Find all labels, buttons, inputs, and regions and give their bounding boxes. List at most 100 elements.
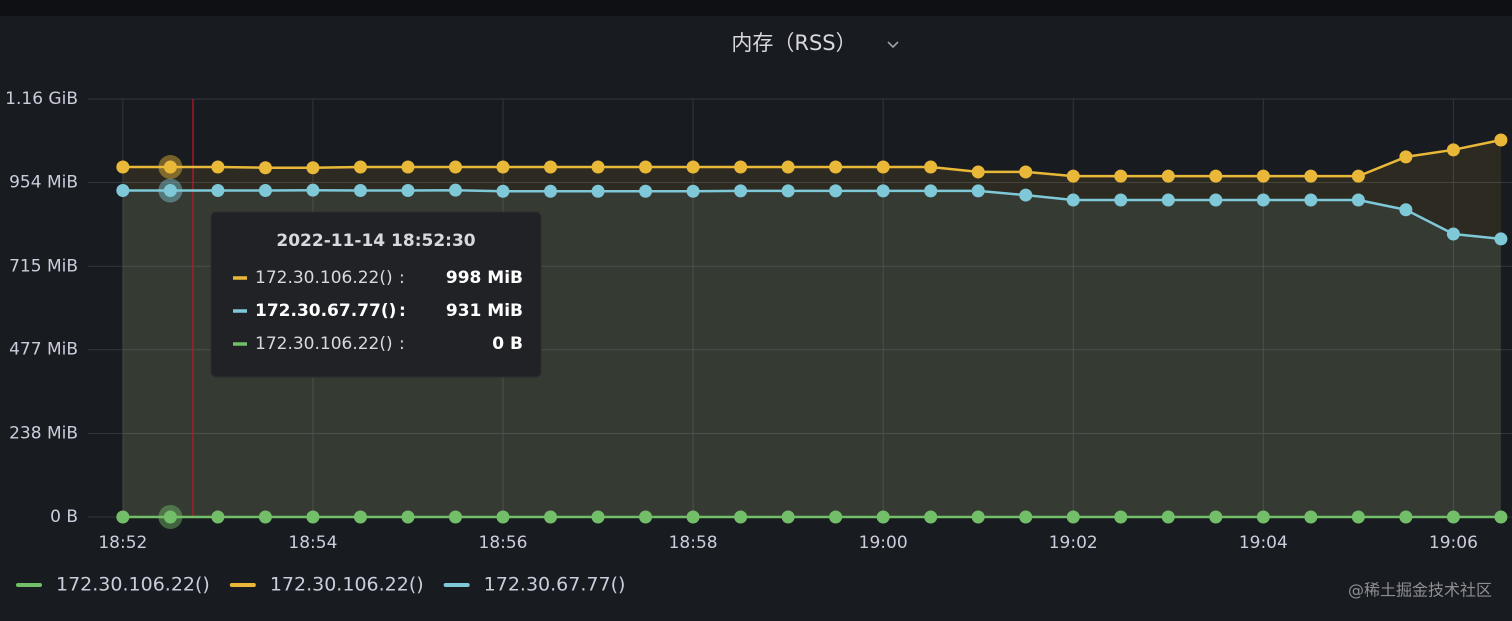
tooltip-series: 172.30.67.77() — [255, 301, 396, 321]
y-tick-label: 238 MiB — [9, 424, 78, 444]
series-line — [122, 138, 1502, 178]
point — [924, 510, 938, 524]
point — [1209, 169, 1223, 183]
point — [829, 160, 843, 174]
legend-label[interactable]: 172.30.67.77() — [484, 574, 626, 596]
point — [1019, 165, 1033, 179]
point — [1114, 193, 1128, 207]
tooltip-colon: : — [399, 268, 405, 288]
y-tick-label: 477 MiB — [9, 340, 78, 360]
point — [734, 510, 748, 524]
tooltip-value: 998 MiB — [446, 268, 523, 288]
tooltip-title: 2022-11-14 18:52:30 — [276, 231, 475, 251]
point — [1399, 150, 1413, 164]
point — [448, 183, 462, 197]
point — [544, 510, 558, 524]
point — [591, 184, 605, 198]
point — [1019, 510, 1033, 524]
point — [163, 510, 177, 524]
tooltip: 2022-11-14 18:52:30 172.30.106.22(): 998 … — [210, 211, 542, 378]
point — [924, 184, 938, 198]
legend-label[interactable]: 172.30.106.22() — [270, 574, 424, 596]
point — [258, 161, 272, 175]
point — [258, 184, 272, 198]
y-tick-label: 715 MiB — [9, 256, 78, 276]
y-tick-label: 0 B — [50, 507, 78, 527]
point — [496, 160, 510, 174]
point — [163, 184, 177, 198]
legend: 172.30.106.22() 172.30.106.22() 172.30.67.… — [16, 574, 626, 596]
point — [448, 160, 462, 174]
point — [496, 510, 510, 524]
point — [1351, 193, 1365, 207]
point — [306, 161, 320, 175]
x-tick-label: 18:52 — [98, 533, 147, 553]
point — [1019, 188, 1033, 202]
point — [1304, 169, 1318, 183]
watermark: @稀土掘金技术社区 — [1348, 581, 1492, 600]
point — [1066, 169, 1080, 183]
point — [1399, 510, 1413, 524]
y-tick-label: 954 MiB — [9, 172, 78, 192]
point — [1161, 510, 1175, 524]
point — [211, 184, 225, 198]
x-tick-label: 19:06 — [1429, 533, 1478, 553]
point — [639, 184, 653, 198]
point — [781, 184, 795, 198]
point — [353, 510, 367, 524]
point — [306, 183, 320, 197]
point — [1304, 193, 1318, 207]
x-tick-label: 19:00 — [859, 533, 908, 553]
x-tick-label: 18:58 — [669, 533, 718, 553]
point — [1256, 510, 1270, 524]
top-bar — [0, 0, 1512, 16]
x-tick-label: 19:04 — [1239, 533, 1288, 553]
point — [116, 184, 130, 198]
point — [1351, 169, 1365, 183]
point — [971, 165, 985, 179]
legend-label[interactable]: 172.30.106.22() — [56, 574, 210, 596]
point — [401, 184, 415, 198]
point — [116, 510, 130, 524]
point — [1209, 193, 1223, 207]
point — [401, 160, 415, 174]
point — [1446, 510, 1460, 524]
point — [1066, 510, 1080, 524]
point — [971, 184, 985, 198]
point — [1494, 510, 1508, 524]
tooltip-colon: : — [399, 334, 405, 354]
point — [591, 160, 605, 174]
tooltip-colon: : — [399, 301, 406, 321]
point — [1304, 510, 1318, 524]
point — [353, 160, 367, 174]
point — [448, 510, 462, 524]
point — [353, 184, 367, 198]
point — [306, 510, 320, 524]
x-tick-label: 18:54 — [288, 533, 337, 553]
tooltip-bg — [210, 211, 542, 378]
point — [211, 510, 225, 524]
point — [971, 510, 985, 524]
point — [1256, 169, 1270, 183]
panel-title[interactable]: 内存（RSS） — [731, 31, 856, 55]
point — [1209, 510, 1223, 524]
point — [781, 160, 795, 174]
x-tick-label: 19:02 — [1049, 533, 1098, 553]
point — [544, 160, 558, 174]
point — [639, 510, 653, 524]
point — [686, 510, 700, 524]
point — [1114, 510, 1128, 524]
point — [1446, 227, 1460, 241]
point — [163, 160, 177, 174]
point — [686, 160, 700, 174]
point — [876, 160, 890, 174]
point — [1494, 133, 1508, 147]
point — [496, 184, 510, 198]
point — [1256, 193, 1270, 207]
tooltip-series: 172.30.106.22() — [255, 268, 393, 288]
point — [829, 510, 843, 524]
point — [1446, 143, 1460, 157]
title-chevron[interactable] — [887, 41, 899, 49]
point — [401, 510, 415, 524]
